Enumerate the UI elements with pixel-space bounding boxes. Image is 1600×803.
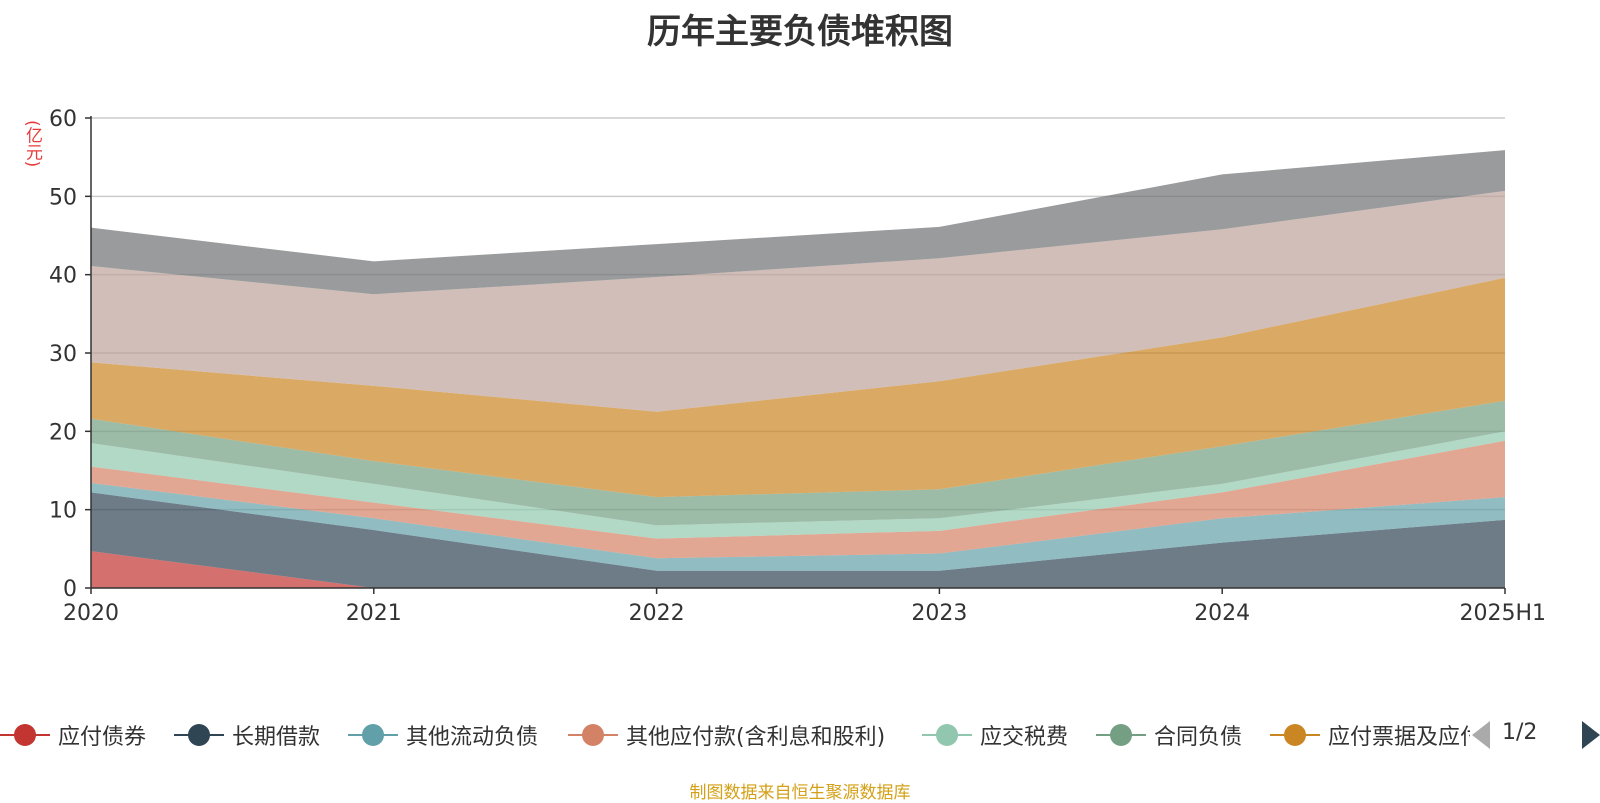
y-tick-label: 60 — [49, 107, 77, 132]
legend-label: 应付债券 — [58, 725, 147, 750]
area-series-2[interactable] — [91, 483, 1505, 571]
area-series-0[interactable] — [91, 551, 1505, 588]
legend-marker-icon — [1270, 718, 1320, 752]
legend-label: 合同负债 — [1154, 725, 1243, 750]
area-series-4[interactable] — [91, 431, 1505, 539]
legend-marker-icon — [174, 718, 224, 752]
y-tick-label: 10 — [49, 499, 77, 524]
x-tick-label: 2022 — [629, 601, 685, 626]
x-tick-label: 2024 — [1194, 601, 1250, 626]
area-series-6[interactable] — [91, 277, 1505, 498]
legend-next-arrow-icon[interactable] — [1582, 721, 1600, 749]
legend-label: 应交税费 — [980, 725, 1069, 750]
legend-label: 其他流动负债 — [406, 725, 539, 750]
legend-item[interactable]: 合同负债 — [1096, 718, 1242, 752]
axes — [85, 116, 1506, 594]
legend-marker-icon — [922, 718, 972, 752]
area-series-1[interactable] — [91, 492, 1505, 588]
legend-marker-icon — [0, 718, 50, 752]
area-series-8[interactable] — [91, 150, 1505, 295]
area-series-7[interactable] — [91, 190, 1505, 412]
tick-labels: 0 10 20 30 40 50 60 2020 2021 2022 2023 2024 2025H1 — [49, 107, 1546, 626]
legend-marker-icon — [568, 718, 618, 752]
legend-marker-icon — [1096, 718, 1146, 752]
legend-prev-arrow-icon[interactable] — [1472, 721, 1490, 749]
x-tick-label: 2023 — [911, 601, 967, 626]
area-series-5[interactable] — [91, 400, 1505, 526]
legend-item[interactable]: 长期借款 — [174, 718, 320, 752]
x-tick-label: 2025H1 — [1459, 601, 1546, 626]
y-tick-label: 40 — [49, 264, 77, 289]
legend-items: 应付债券 长期借款 其他流动负债 其他应付款(含利息和股利) 应交税费 合同负债 应付票据及… — [0, 718, 1470, 752]
legend-pager: 1/2 — [1470, 718, 1600, 752]
legend-page-indicator: 1/2 — [1502, 720, 1538, 745]
legend-item[interactable]: 其他应付款(含利息和股利) — [568, 718, 885, 752]
source-note: 制图数据来自恒生聚源数据库 — [689, 783, 911, 803]
legend-label: 长期借款 — [232, 725, 321, 750]
x-tick-label: 2021 — [346, 601, 402, 626]
legend-label: 其他应付款(含利息和股利) — [626, 725, 886, 750]
y-axis-unit-label: (亿元) — [22, 120, 42, 168]
y-tick-label: 50 — [49, 185, 77, 210]
y-tick-label: 0 — [63, 577, 77, 602]
legend-item[interactable]: 应交税费 — [922, 718, 1068, 752]
x-tick-label: 2020 — [63, 601, 119, 626]
chart-title: 历年主要负债堆积图 — [647, 12, 953, 52]
legend-item[interactable]: 应付票据及应付账款 — [1270, 718, 1470, 752]
y-tick-label: 20 — [49, 420, 77, 445]
y-tick-label: 30 — [49, 342, 77, 367]
legend-item[interactable]: 其他流动负债 — [348, 718, 538, 752]
legend-label: 应付票据及应付账款 — [1328, 725, 1470, 750]
legend: 应付债券 长期借款 其他流动负债 其他应付款(含利息和股利) 应交税费 合同负债 应付票据及… — [0, 718, 1600, 752]
legend-marker-icon — [348, 718, 398, 752]
area-series-group — [91, 150, 1505, 588]
legend-item[interactable]: 应付债券 — [0, 718, 146, 752]
